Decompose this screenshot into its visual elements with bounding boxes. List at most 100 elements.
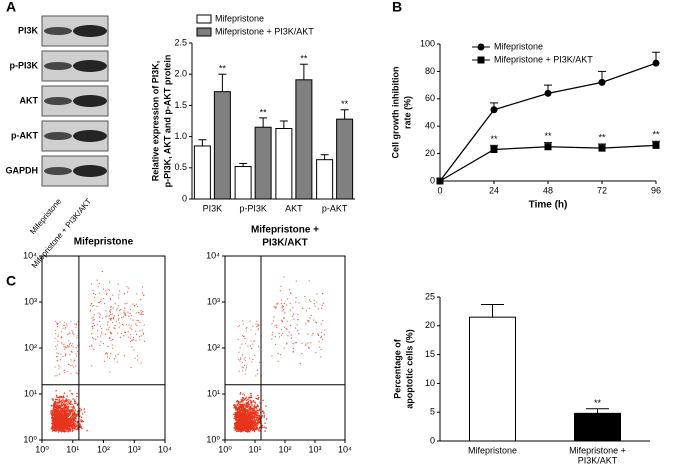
event-dot	[242, 421, 244, 423]
event-dot	[252, 408, 254, 410]
event-dot	[139, 321, 141, 323]
event-dot	[59, 415, 61, 418]
event-dot	[256, 428, 259, 430]
event-dot	[63, 409, 65, 411]
x-tick-label: p-AKT	[322, 203, 348, 213]
event-dot	[252, 424, 255, 426]
event-dot	[63, 415, 66, 418]
event-dot	[258, 428, 260, 431]
event-dot	[98, 282, 100, 285]
event-dot	[245, 369, 247, 371]
event-dot	[68, 412, 70, 415]
event-dot	[52, 424, 55, 427]
event-dot	[250, 414, 253, 416]
x-tick-label: 10³	[308, 444, 321, 454]
event-dot	[233, 413, 235, 415]
event-dot	[237, 421, 240, 424]
event-dot	[254, 404, 256, 406]
event-dot	[263, 426, 265, 428]
event-dot	[113, 317, 115, 319]
event-dot	[86, 429, 88, 432]
event-dot	[68, 363, 70, 366]
event-dot	[128, 315, 130, 317]
event-dot	[248, 397, 250, 399]
event-dot	[107, 345, 109, 348]
event-dot	[297, 319, 299, 321]
event-dot	[65, 423, 67, 426]
event-dot	[69, 365, 71, 367]
event-dot	[56, 402, 58, 404]
event-dot	[292, 307, 294, 309]
event-dot	[246, 430, 248, 432]
event-dot	[62, 398, 64, 400]
event-dot	[64, 414, 66, 416]
western-blot: PI3Kp-PI3KAKTp-AKTGAPDHMifepristoneMifep…	[5, 15, 109, 270]
event-dot	[54, 424, 56, 426]
event-dot	[236, 400, 239, 402]
event-dot	[77, 373, 79, 375]
event-dot	[124, 312, 126, 314]
event-dot	[130, 341, 132, 343]
event-dot	[77, 428, 79, 430]
event-dot	[255, 425, 257, 428]
event-dot	[53, 413, 55, 415]
event-dot	[61, 403, 63, 406]
event-dot	[77, 427, 79, 429]
event-dot	[243, 427, 245, 429]
event-dot	[136, 293, 138, 295]
event-dot	[66, 425, 68, 427]
event-dot	[243, 415, 245, 417]
event-dot	[257, 414, 259, 416]
event-dot	[286, 343, 288, 345]
event-dot	[99, 314, 101, 316]
event-dot	[65, 419, 67, 422]
event-dot	[65, 347, 67, 349]
event-dot	[66, 429, 68, 431]
event-dot	[250, 427, 252, 429]
event-dot	[235, 409, 237, 411]
event-dot	[101, 333, 103, 335]
event-dot	[292, 347, 294, 350]
event-dot	[62, 395, 65, 397]
event-dot	[242, 354, 244, 356]
event-dot	[73, 415, 75, 417]
event-dot	[71, 428, 73, 431]
event-dot	[55, 416, 57, 418]
event-dot	[79, 415, 81, 417]
y-tick-label: 1.5	[174, 100, 187, 110]
event-dot	[67, 430, 70, 433]
event-dot	[305, 344, 307, 346]
event-dot	[244, 420, 247, 423]
event-dot	[246, 406, 248, 408]
event-dot	[60, 400, 63, 402]
event-dot	[323, 334, 326, 336]
event-dot	[69, 420, 72, 422]
event-dot	[109, 337, 111, 339]
event-dot	[278, 336, 281, 338]
event-dot	[55, 422, 57, 425]
event-dot	[242, 393, 244, 395]
event-dot	[238, 411, 240, 413]
event-dot	[56, 396, 58, 398]
event-dot	[253, 417, 255, 419]
event-dot	[313, 299, 315, 301]
event-dot	[105, 293, 107, 296]
event-dot	[109, 318, 112, 320]
blot-lane-label: Mifepristone + PI3K/AKT	[30, 197, 93, 270]
event-dot	[81, 420, 83, 422]
event-dot	[130, 366, 132, 369]
event-dot	[240, 358, 242, 360]
event-dot	[53, 419, 55, 422]
event-dot	[252, 429, 254, 431]
event-dot	[71, 417, 74, 420]
event-dot	[247, 424, 250, 427]
event-dot	[258, 421, 260, 424]
event-dot	[75, 365, 77, 367]
x-tick-label: 10³	[128, 444, 141, 454]
event-dot	[238, 413, 241, 415]
event-dot	[94, 296, 96, 298]
event-dot	[252, 358, 254, 361]
event-dot	[57, 426, 59, 429]
event-dot	[140, 362, 142, 364]
event-dot	[238, 405, 240, 408]
